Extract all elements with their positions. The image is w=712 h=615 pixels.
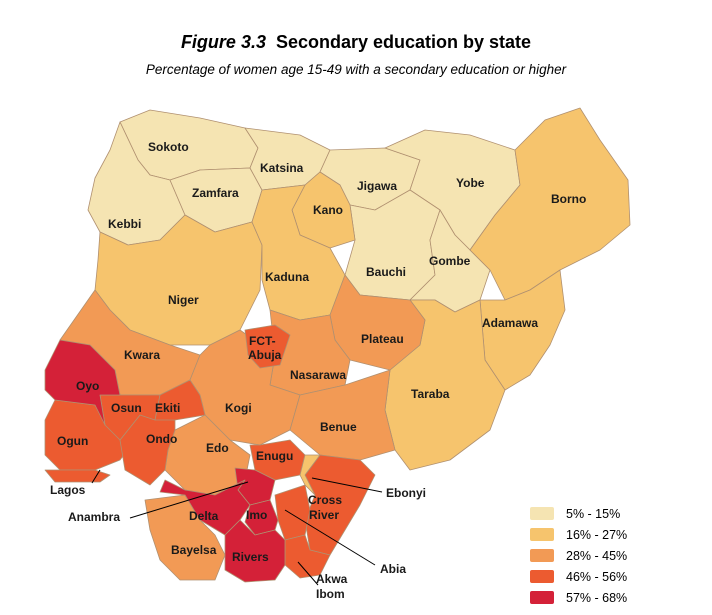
leader-line-lagos (91, 469, 101, 484)
label-cross-river-line1: Cross (308, 493, 342, 507)
figure-subtitle: Percentage of women age 15-49 with a sec… (145, 62, 567, 77)
label-anambra: Anambra (68, 510, 120, 524)
legend-item: 57% - 68% (530, 587, 627, 608)
label-kogi: Kogi (225, 401, 252, 415)
legend-label: 57% - 68% (566, 590, 628, 605)
label-ebonyi: Ebonyi (386, 486, 426, 500)
legend-swatch (530, 570, 554, 583)
leader-line-abia (284, 509, 376, 566)
state-region-oyo (44, 339, 121, 426)
label-rivers: Rivers (232, 550, 269, 564)
legend-label: 16% - 27% (566, 527, 628, 542)
label-akwa-ibom-line1: Akwa (316, 572, 348, 586)
label-enugu: Enugu (256, 449, 293, 463)
legend-item: 5% - 15% (530, 503, 627, 524)
figure-title-text: Secondary education by state (275, 32, 532, 52)
state-region-fct (244, 324, 291, 369)
label-yobe: Yobe (456, 176, 485, 190)
label-kebbi: Kebbi (108, 217, 141, 231)
label-oyo: Oyo (76, 379, 99, 393)
label-nasarawa: Nasarawa (290, 368, 346, 382)
leader-line-anambra (129, 481, 249, 519)
label-gombe: Gombe (429, 254, 471, 268)
label-abia: Abia (380, 562, 406, 576)
legend-swatch (530, 549, 554, 562)
label-delta: Delta (189, 509, 219, 523)
state-region-bauchi (344, 189, 441, 301)
state-region-delta (159, 479, 251, 536)
legend-item: 28% - 45% (530, 545, 627, 566)
label-sokoto: Sokoto (148, 140, 189, 154)
label-jigawa: Jigawa (357, 179, 397, 193)
state-region-ebonyi (299, 454, 321, 496)
label-zamfara: Zamfara (192, 186, 239, 200)
legend-label: 5% - 15% (566, 506, 621, 521)
label-kaduna: Kaduna (265, 270, 309, 284)
label-katsina: Katsina (260, 161, 304, 175)
label-cross-river-line2: River (309, 508, 339, 522)
label-kwara: Kwara (124, 348, 160, 362)
legend-swatch (530, 591, 554, 604)
state-region-rivers (224, 519, 286, 583)
label-fct-line1: FCT- (249, 334, 276, 348)
label-akwa-ibom-line2: Ibom (316, 587, 345, 601)
label-taraba: Taraba (411, 387, 450, 401)
figure-number: Figure 3.3 (180, 32, 266, 52)
label-borno: Borno (551, 192, 586, 206)
state-region-lagos (44, 469, 111, 483)
label-niger: Niger (168, 293, 199, 307)
label-benue: Benue (320, 420, 357, 434)
legend-swatch (530, 507, 554, 520)
legend-swatch (530, 528, 554, 541)
leader-line-ebonyi (311, 477, 383, 493)
map-legend: 5% - 15% 16% - 27% 28% - 45% 46% - 56% 5… (530, 503, 627, 608)
label-adamawa: Adamawa (482, 316, 538, 330)
state-region-akwa-ibom (284, 534, 331, 579)
state-region-ekiti (154, 379, 206, 421)
state-region-osun (99, 394, 161, 441)
label-kano: Kano (313, 203, 343, 217)
label-ondo: Ondo (146, 432, 177, 446)
label-bayelsa: Bayelsa (171, 543, 217, 557)
label-imo: Imo (246, 508, 267, 522)
legend-label: 46% - 56% (566, 569, 628, 584)
label-plateau: Plateau (361, 332, 404, 346)
label-edo: Edo (206, 441, 229, 455)
figure-title: Figure 3.3 Secondary education by state (0, 32, 712, 53)
leader-line-akwa-ibom (297, 561, 319, 586)
label-ekiti: Ekiti (155, 401, 180, 415)
state-region-abia (274, 484, 311, 541)
label-lagos: Lagos (50, 483, 86, 497)
leader-lines (91, 469, 383, 586)
label-fct-line2: Abuja (248, 348, 282, 362)
label-bauchi: Bauchi (366, 265, 406, 279)
label-osun: Osun (111, 401, 142, 415)
legend-item: 16% - 27% (530, 524, 627, 545)
state-region-benue (289, 369, 396, 461)
legend-item: 46% - 56% (530, 566, 627, 587)
legend-label: 28% - 45% (566, 548, 628, 563)
label-ogun: Ogun (57, 434, 88, 448)
